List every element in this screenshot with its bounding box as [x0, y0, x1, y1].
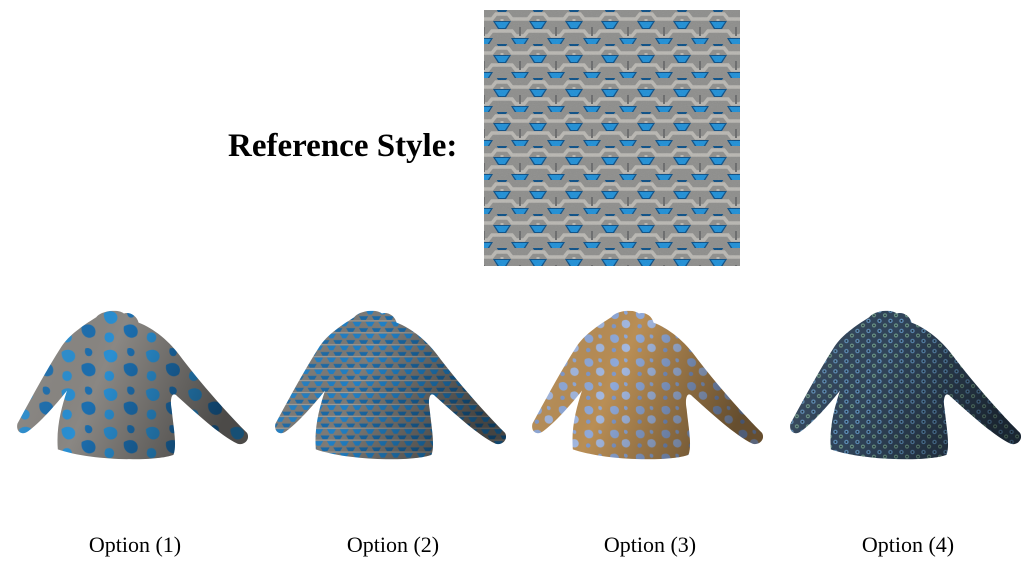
option-4-shirt-image — [790, 310, 1022, 460]
option-1-shirt-image — [17, 310, 249, 460]
option-2-caption: Option (2) — [346, 532, 440, 557]
reference-style-label: Reference Style: — [228, 128, 458, 164]
option-1-caption: Option (1) — [88, 532, 182, 557]
option-2-shirt-image — [275, 310, 507, 460]
option-3-caption: Option (3) — [603, 532, 697, 557]
option-4-caption: Option (4) — [861, 532, 955, 557]
option-3-shirt-image — [532, 310, 764, 460]
reference-texture-swatch — [484, 10, 740, 266]
